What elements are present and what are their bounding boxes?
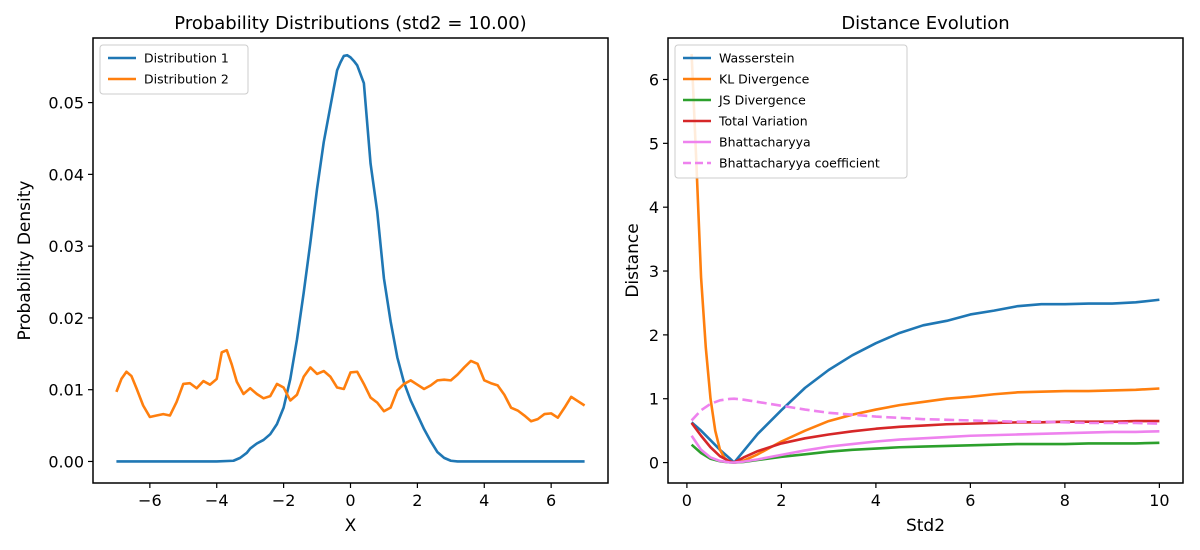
chart-1-y-tick-label: 4 [649,198,659,217]
chart-1-y-tick-label: 1 [649,390,659,409]
chart-1-series-wasserstein-line [690,298,1160,464]
chart-1-y-tick-label: 2 [649,326,659,345]
chart-0-legend-label-distribution-1: Distribution 1 [144,51,229,66]
chart-0-x-tick-label: 6 [546,491,556,510]
chart-1-axes-frame [667,37,1184,484]
chart-0-y-tick-label: 0.00 [48,452,84,471]
chart-probability-distributions: −6 −4 −2 0 2 4 6 0.00 0.01 0.02 0.03 0.04 0.05 Probab… [15,13,609,536]
chart-0-title: Probability Distributions (std2 = 10.00) [174,13,526,34]
chart-0-x-tick-label: 0 [345,491,355,510]
chart-0-x-tick-label: 2 [412,491,422,510]
chart-1-legend [674,44,908,179]
chart-0-x-tick-label: −6 [138,491,162,510]
chart-1-y-tick-label: 5 [649,134,659,153]
chart-1-x-tick-label: 0 [682,491,692,510]
chart-0-y-tick-label: 0.03 [48,237,84,256]
chart-1-title: Distance Evolution [841,13,1009,34]
chart-0-x-tick-label: −4 [205,491,229,510]
chart-1-series-kl-divergence-line [690,53,1160,464]
chart-0-x-tick-label: −2 [272,491,296,510]
chart-1-x-tick-label: 6 [965,491,975,510]
chart-1-legend-label-bhattacharyya-coefficient: Bhattacharyya coefficient [719,156,880,171]
chart-0-y-tick-label: 0.02 [48,309,84,328]
chart-1-x-tick-label: 10 [1149,491,1169,510]
chart-0-legend-label-distribution-2: Distribution 2 [144,72,229,87]
chart-0-y-tick-label: 0.01 [48,381,84,400]
chart-1-y-tick-label: 3 [649,262,659,281]
chart-1-legend-label-total-variation: Total Variation [718,114,808,129]
chart-0-y-tick-label: 0.04 [48,165,84,184]
chart-1-legend-label-kl-divergence: KL Divergence [719,72,810,87]
chart-0-series-distribution-2-line [115,348,586,423]
chart-1-x-axis-label: Std2 [906,516,945,536]
chart-0-y-axis-label: Probability Density [15,181,35,341]
chart-1-x-tick-label: 4 [871,491,881,510]
chart-1-series-bhattacharyya-line [690,429,1160,464]
chart-0-legend [99,44,249,95]
chart-1-x-tick-label: 2 [776,491,786,510]
chart-1-x-tick-label: 8 [1060,491,1070,510]
chart-1-series-total-variation-line [690,419,1160,464]
chart-0-x-tick-label: 4 [479,491,489,510]
chart-1-legend-label-wasserstein: Wasserstein [719,51,795,66]
chart-1-y-axis-label: Distance [623,223,643,297]
chart-0-series-distribution-1-line [116,53,585,463]
chart-1-legend-label-js-divergence: JS Divergence [718,93,806,108]
chart-distance-evolution: 0 2 4 6 8 10 0 1 2 3 4 5 6 Distance Evolution Std2 Dist… [623,13,1184,536]
chart-0-x-axis-label: X [345,516,357,536]
chart-1-y-tick-label: 0 [649,454,659,473]
chart-1-series-bhattacharyya-coefficient-line [690,397,1160,425]
chart-1-legend-label-bhattacharyya: Bhattacharyya [719,135,811,150]
chart-1-y-tick-label: 6 [649,70,659,89]
chart-0-y-tick-label: 0.05 [48,94,84,113]
